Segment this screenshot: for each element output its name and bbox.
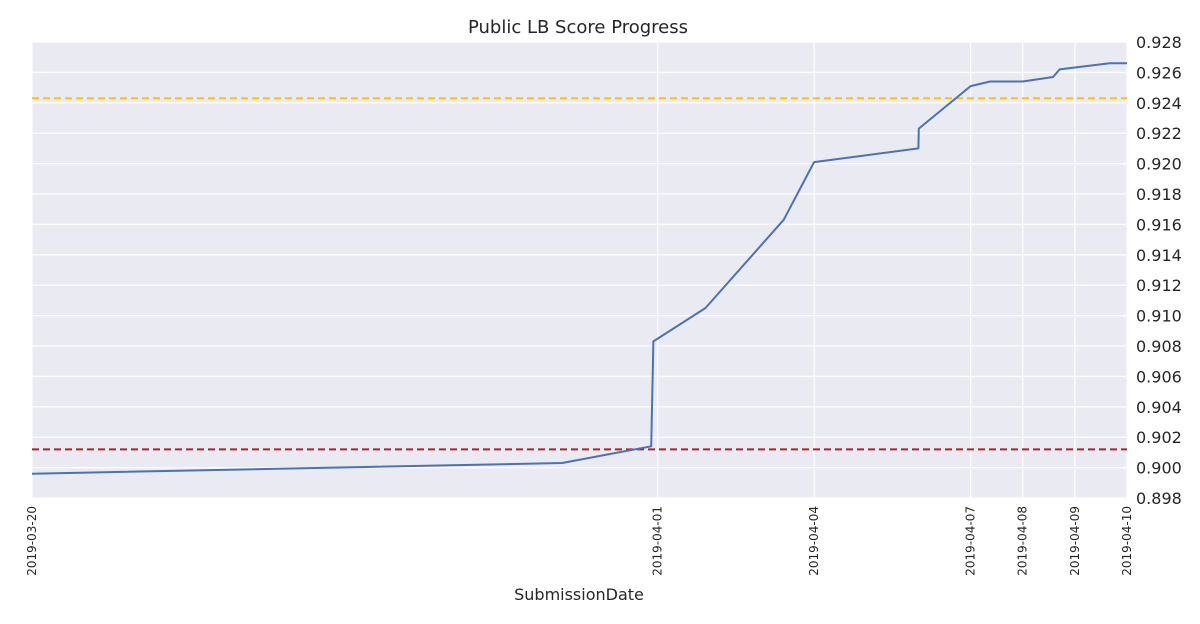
x-tick-label: 2019-04-09 <box>1068 506 1082 576</box>
y-tick-label: 0.900 <box>1136 459 1182 478</box>
y-tick-label: 0.902 <box>1136 428 1182 447</box>
x-tick-label: 2019-04-08 <box>1016 506 1030 576</box>
y-tick-label: 0.918 <box>1136 185 1182 204</box>
y-tick-label: 0.908 <box>1136 337 1182 356</box>
plot-area <box>32 42 1127 498</box>
y-tick-label: 0.922 <box>1136 124 1182 143</box>
y-tick-label: 0.924 <box>1136 94 1182 113</box>
y-tick-label: 0.906 <box>1136 367 1182 386</box>
x-tick-label: 2019-04-10 <box>1120 506 1134 576</box>
y-tick-label: 0.916 <box>1136 215 1182 234</box>
y-tick-label: 0.898 <box>1136 489 1182 508</box>
chart-title: Public LB Score Progress <box>468 17 688 38</box>
y-tick-label: 0.904 <box>1136 398 1182 417</box>
y-tick-label: 0.920 <box>1136 155 1182 174</box>
y-tick-label: 0.910 <box>1136 307 1182 326</box>
y-tick-label: 0.926 <box>1136 63 1182 82</box>
x-tick-label: 2019-04-01 <box>651 506 665 576</box>
x-tick-label: 2019-04-04 <box>807 506 821 576</box>
x-axis-label: SubmissionDate <box>514 585 644 604</box>
y-tick-label: 0.914 <box>1136 246 1182 265</box>
y-tick-label: 0.912 <box>1136 276 1182 295</box>
x-tick-label: 2019-03-20 <box>25 506 39 576</box>
y-tick-label: 0.928 <box>1136 33 1182 52</box>
x-tick-label: 2019-04-07 <box>964 506 978 576</box>
